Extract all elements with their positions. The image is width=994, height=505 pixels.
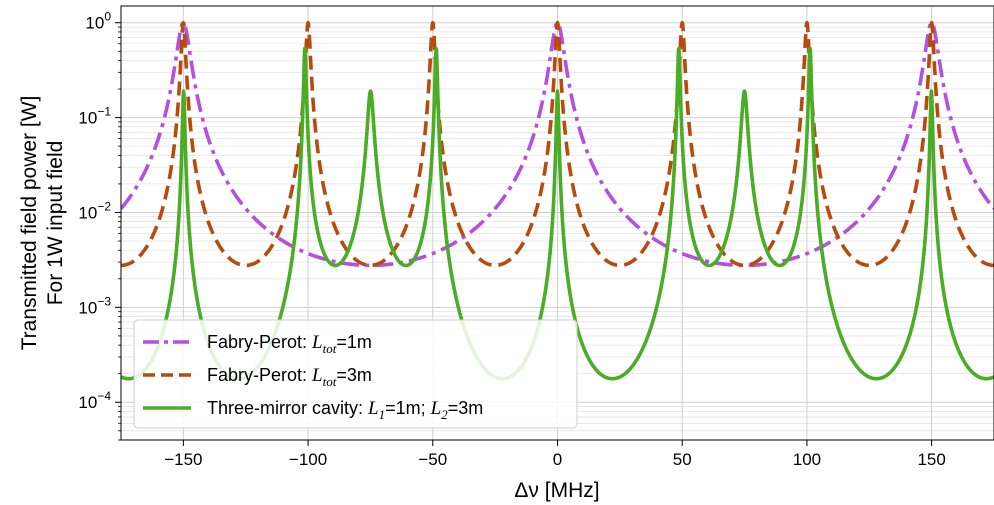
x-tick-label: 100 [793, 450, 821, 469]
legend: Fabry-Perot: Ltot=1m Fabry-Perot: Ltot=3m… [133, 319, 578, 429]
legend-label-2: Fabry-Perot: Ltot=3m [207, 365, 372, 389]
x-tick-label: 150 [917, 450, 945, 469]
ticks: 10−4 10−3 10−2 10−1 100 −150 −100 −50 0 50 100 150 [78, 10, 945, 469]
y-axis-label-line-1: Transmitted field power [W] [18, 96, 41, 351]
x-tick-label: −150 [164, 450, 202, 469]
y-axis-label-line-2: For 1W input field [44, 141, 67, 306]
x-tick-label: −50 [418, 450, 447, 469]
x-tick-label: 50 [673, 450, 692, 469]
x-tick-label: −100 [289, 450, 327, 469]
y-tick-label: 10−2 [78, 199, 111, 222]
x-axis-label: Δν [MHz] [514, 479, 599, 502]
legend-label-1: Fabry-Perot: Ltot=1m [207, 332, 372, 356]
series-line-2 [121, 20, 994, 268]
y-axis-label: Transmitted field power [W] For 1W input… [18, 96, 67, 351]
series-line-1 [121, 20, 994, 268]
y-tick-label: 100 [85, 10, 111, 33]
y-tick-label: 10−4 [78, 389, 111, 412]
y-tick-label: 10−1 [78, 105, 111, 128]
legend-label-3: Three-mirror cavity: L1=1m; L2=3m [207, 398, 483, 422]
x-tick-label: 0 [553, 450, 562, 469]
y-tick-label: 10−3 [78, 294, 111, 317]
legend-box [133, 319, 578, 429]
